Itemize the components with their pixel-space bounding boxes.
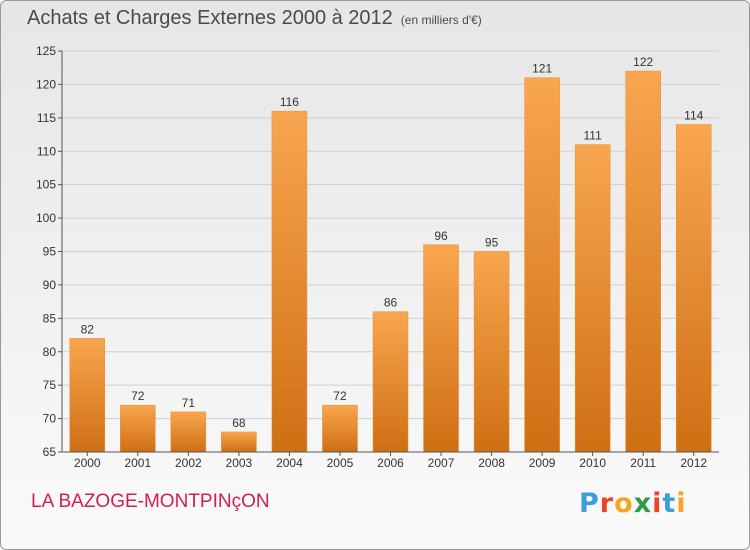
y-tick-label: 105 — [36, 178, 56, 192]
bar-2009[interactable] — [524, 77, 560, 453]
logo-letter: i — [652, 488, 663, 519]
logo-letter: t — [662, 488, 677, 519]
bar-2004[interactable] — [271, 110, 308, 453]
y-tick-label: 110 — [37, 144, 56, 158]
x-tick-label: 2007 — [428, 456, 455, 470]
y-tick-label: 120 — [36, 77, 56, 91]
logo-letter: o — [614, 488, 634, 519]
y-tick-label: 125 — [36, 44, 56, 58]
logo-letter: r — [599, 488, 615, 519]
bar-2010[interactable] — [574, 144, 611, 453]
chart-unit: (en milliers d'€) — [400, 13, 482, 27]
data-label: 122 — [633, 55, 653, 69]
commune-name: LA BAZOGE-MONTPINçON — [31, 491, 270, 512]
data-label: 95 — [485, 236, 499, 250]
x-tick-label: 2006 — [377, 456, 404, 470]
y-tick-label: 75 — [43, 378, 57, 392]
bar-2003[interactable] — [221, 431, 257, 453]
x-tick-label: 2011 — [630, 456, 656, 470]
x-tick-label: 2001 — [124, 456, 151, 470]
bar-2005[interactable] — [322, 404, 358, 453]
y-tick-label: 115 — [37, 111, 56, 125]
data-label: 68 — [232, 416, 246, 430]
x-tick-label: 2000 — [74, 456, 101, 470]
bar-2007[interactable] — [423, 244, 459, 453]
chart-title: Achats et Charges Externes 2000 à 2012 (e… — [27, 7, 482, 30]
bars: 82 72 71 68 116 72 86 96 95 121 111 122 114 — [69, 55, 712, 453]
x-tick-label: 2002 — [175, 456, 202, 470]
y-tick-label: 100 — [36, 211, 56, 225]
bar-2012[interactable] — [675, 124, 712, 453]
bar-2001[interactable] — [120, 404, 156, 453]
x-tick-label: 2008 — [478, 456, 505, 470]
logo-letter: i — [676, 488, 687, 519]
data-label: 72 — [333, 389, 347, 403]
data-label: 72 — [131, 389, 145, 403]
logo-letter: x — [633, 488, 653, 519]
x-tick-label: 2009 — [529, 456, 556, 470]
proxiti-logo[interactable]: Proxiti — [579, 488, 687, 519]
data-label: 86 — [384, 296, 398, 310]
bar-2008[interactable] — [473, 251, 510, 453]
data-label: 96 — [434, 229, 448, 243]
y-tick-label: 80 — [43, 345, 57, 359]
bar-2002[interactable] — [170, 411, 207, 453]
bar-2006[interactable] — [372, 311, 409, 453]
x-tick-label: 2012 — [680, 456, 707, 470]
data-label: 114 — [684, 109, 703, 123]
y-tick-label: 95 — [43, 245, 57, 259]
axes: 65 70 75 80 85 90 95 100 105 110 115 120 125 2000 2001… — [36, 44, 719, 470]
y-tick-label: 65 — [43, 445, 57, 459]
bar-2011[interactable] — [625, 70, 661, 453]
chart-title-text: Achats et Charges Externes 2000 à 2012 — [27, 7, 393, 29]
x-tick-label: 2003 — [226, 456, 253, 470]
y-tick-label: 90 — [43, 278, 57, 292]
y-tick-label: 70 — [43, 412, 57, 426]
logo-letter: P — [579, 488, 600, 519]
data-label: 71 — [182, 396, 196, 410]
x-tick-label: 2010 — [579, 456, 606, 470]
x-tick-label: 2005 — [327, 456, 354, 470]
bar-2000[interactable] — [69, 338, 106, 453]
data-label: 82 — [81, 322, 95, 336]
y-tick-label: 85 — [43, 311, 57, 325]
data-label: 121 — [532, 62, 552, 76]
data-label: 116 — [280, 95, 299, 109]
data-label: 111 — [584, 129, 603, 143]
x-tick-label: 2004 — [276, 456, 303, 470]
